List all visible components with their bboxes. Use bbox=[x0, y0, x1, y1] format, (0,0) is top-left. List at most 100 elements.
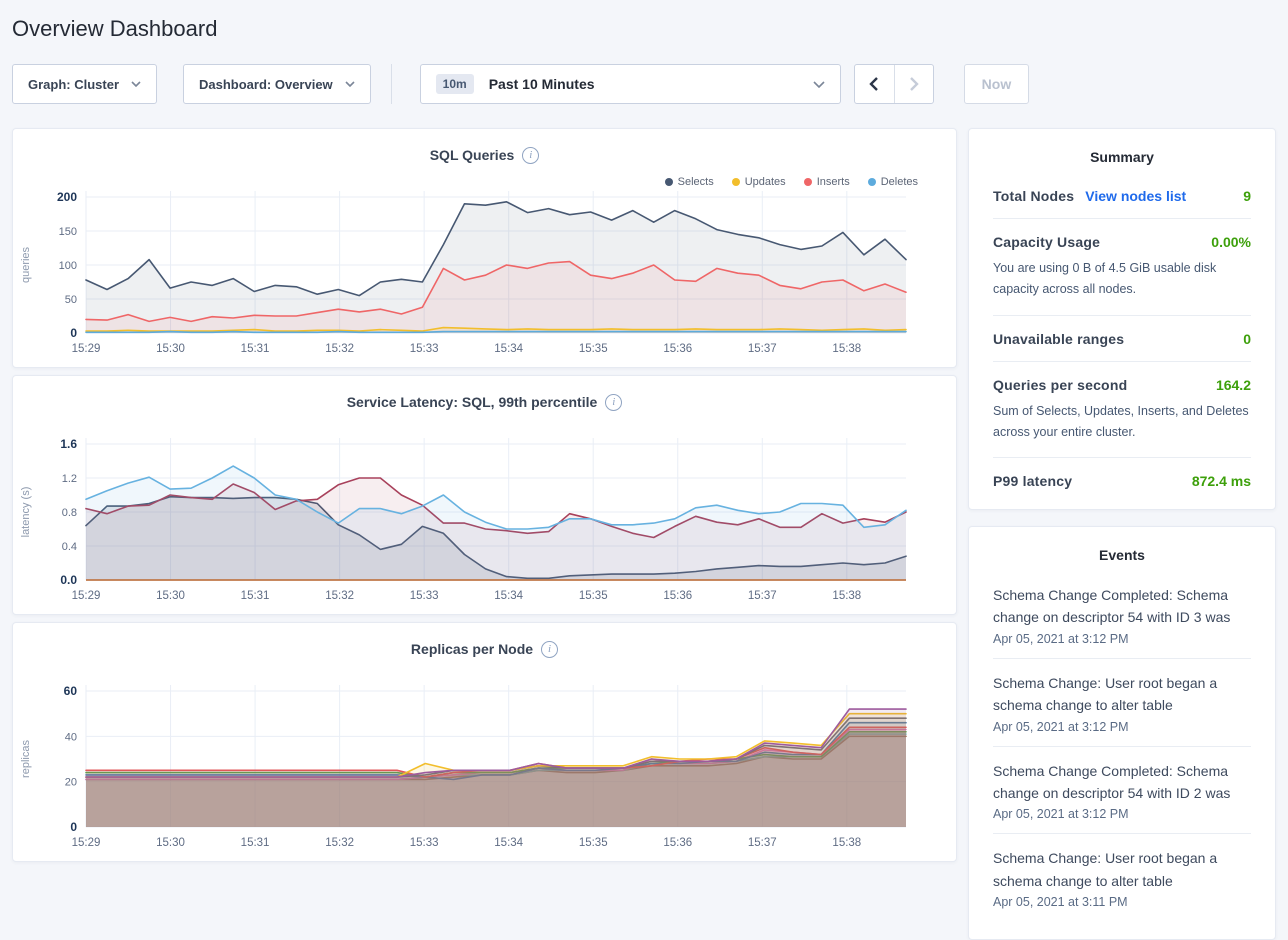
svg-text:15:33: 15:33 bbox=[410, 343, 439, 355]
summary-value: 164.2 bbox=[1215, 376, 1251, 393]
service-latency-chart[interactable]: 15:29 15:30 15:31 15:32 15:33 15:34 15:35 15:36… bbox=[13, 432, 956, 616]
svg-text:15:33: 15:33 bbox=[410, 590, 439, 602]
event-item[interactable]: Schema Change Completed: Schema change o… bbox=[993, 747, 1251, 835]
event-item[interactable]: Schema Change: User root began a schema … bbox=[993, 659, 1251, 747]
chart-panel-replicas-per-node: Replicas per Node i 15:29 15:30 15:31 15:32… bbox=[12, 622, 957, 862]
summary-row-capacity-usage: Capacity Usage 0.00% You are using 0 B o… bbox=[993, 219, 1251, 316]
event-item[interactable]: Schema Change: User root began a schema … bbox=[993, 834, 1251, 921]
summary-label: P99 latency bbox=[993, 473, 1073, 489]
graph-dropdown[interactable]: Graph: Cluster bbox=[12, 64, 158, 104]
svg-text:100: 100 bbox=[59, 260, 77, 272]
replicas-per-node-chart[interactable]: 15:29 15:30 15:31 15:32 15:33 15:34 15:35 15:36… bbox=[13, 679, 956, 863]
chart-title-row: Service Latency: SQL, 99th percentile i bbox=[13, 392, 956, 412]
svg-text:15:37: 15:37 bbox=[748, 590, 777, 602]
chart-panel-service-latency: Service Latency: SQL, 99th percentile i … bbox=[12, 375, 957, 615]
summary-label: Queries per second bbox=[993, 376, 1128, 393]
time-back-button[interactable] bbox=[855, 65, 894, 103]
svg-text:latency (s): latency (s) bbox=[20, 487, 32, 538]
summary-row-queries-per-second: Queries per second 164.2 Sum of Selects,… bbox=[993, 362, 1251, 458]
svg-text:150: 150 bbox=[59, 226, 77, 238]
chevron-left-icon bbox=[869, 77, 879, 91]
svg-text:15:38: 15:38 bbox=[832, 343, 861, 355]
time-range-badge: 10m bbox=[435, 74, 474, 94]
svg-text:50: 50 bbox=[65, 294, 77, 306]
svg-text:15:38: 15:38 bbox=[832, 837, 861, 849]
legend-item[interactable]: Selects bbox=[664, 176, 714, 188]
svg-text:40: 40 bbox=[65, 731, 77, 743]
legend-dot-icon bbox=[867, 178, 876, 186]
svg-text:15:34: 15:34 bbox=[494, 590, 523, 602]
time-forward-button[interactable] bbox=[893, 65, 933, 103]
info-icon[interactable]: i bbox=[605, 393, 623, 411]
summary-row-unavailable-ranges: Unavailable ranges 0 bbox=[993, 316, 1251, 362]
svg-text:15:29: 15:29 bbox=[72, 343, 101, 355]
chart-legend: Selects Updates Inserts Deletes bbox=[664, 176, 918, 188]
svg-text:15:30: 15:30 bbox=[156, 343, 185, 355]
svg-text:0.4: 0.4 bbox=[62, 541, 77, 553]
svg-text:15:37: 15:37 bbox=[748, 837, 777, 849]
summary-row-p99-latency: P99 latency 872.4 ms bbox=[993, 458, 1251, 503]
charts-column: SQL Queries i Selects Updates Inserts Delet… bbox=[12, 128, 957, 862]
svg-text:15:31: 15:31 bbox=[241, 590, 270, 602]
chart-title: Replicas per Node bbox=[410, 641, 534, 657]
summary-label: Total Nodes bbox=[993, 188, 1075, 204]
svg-text:15:37: 15:37 bbox=[748, 343, 777, 355]
svg-text:15:35: 15:35 bbox=[579, 343, 608, 355]
svg-text:15:30: 15:30 bbox=[156, 837, 185, 849]
summary-title: Summary bbox=[1090, 149, 1154, 165]
legend-item[interactable]: Updates bbox=[731, 176, 786, 188]
summary-value: 0.00% bbox=[1211, 234, 1251, 250]
svg-text:0: 0 bbox=[70, 820, 77, 834]
event-timestamp: Apr 05, 2021 at 3:11 PM bbox=[993, 895, 1128, 910]
svg-text:15:36: 15:36 bbox=[663, 590, 692, 602]
svg-text:15:33: 15:33 bbox=[410, 837, 439, 849]
info-icon[interactable]: i bbox=[541, 640, 559, 658]
sql-queries-chart[interactable]: 15:29 15:30 15:31 15:32 15:33 15:34 15:35 15:36… bbox=[13, 185, 956, 369]
chart-title: Service Latency: SQL, 99th percentile bbox=[346, 394, 598, 410]
dashboard-dropdown[interactable]: Dashboard: Overview bbox=[183, 64, 371, 104]
svg-text:15:34: 15:34 bbox=[494, 343, 523, 355]
svg-text:0.8: 0.8 bbox=[62, 507, 77, 519]
chevron-down-icon bbox=[813, 80, 825, 88]
event-timestamp: Apr 05, 2021 at 3:12 PM bbox=[993, 719, 1129, 734]
summary-value: 9 bbox=[1243, 188, 1251, 204]
toolbar: Graph: Cluster Dashboard: Overview 10m P… bbox=[12, 64, 1276, 104]
now-button[interactable]: Now bbox=[963, 64, 1030, 104]
svg-text:15:31: 15:31 bbox=[241, 343, 270, 355]
view-nodes-list-link[interactable]: View nodes list bbox=[1085, 188, 1187, 204]
legend-item[interactable]: Deletes bbox=[867, 176, 918, 188]
chevron-down-icon bbox=[345, 81, 355, 87]
page-title: Overview Dashboard bbox=[12, 16, 218, 41]
event-text: Schema Change Completed: Schema change o… bbox=[993, 762, 1231, 801]
time-range-selector[interactable]: 10m Past 10 Minutes bbox=[419, 64, 841, 104]
legend-item[interactable]: Inserts bbox=[803, 176, 850, 188]
legend-dot-icon bbox=[731, 178, 740, 186]
event-timestamp: Apr 05, 2021 at 3:12 PM bbox=[993, 807, 1129, 822]
svg-text:queries: queries bbox=[20, 246, 32, 283]
event-item[interactable]: Schema Change Completed: Schema change o… bbox=[993, 571, 1251, 659]
dashboard-dropdown-label: Dashboard: Overview bbox=[199, 76, 333, 92]
svg-text:15:36: 15:36 bbox=[663, 343, 692, 355]
events-title: Events bbox=[1099, 547, 1145, 563]
sidebar: Summary Total Nodes View nodes list 9 Ca… bbox=[968, 128, 1276, 940]
chevron-down-icon bbox=[131, 81, 141, 87]
summary-description: Sum of Selects, Updates, Inserts, and De… bbox=[993, 403, 1249, 439]
summary-description: You are using 0 B of 4.5 GiB usable disk… bbox=[993, 261, 1217, 297]
summary-row-total-nodes: Total Nodes View nodes list 9 bbox=[993, 173, 1251, 219]
svg-text:15:36: 15:36 bbox=[663, 837, 692, 849]
info-icon[interactable]: i bbox=[522, 146, 540, 164]
event-text: Schema Change: User root began a schema … bbox=[993, 850, 1218, 889]
svg-text:15:34: 15:34 bbox=[494, 837, 523, 849]
svg-text:15:35: 15:35 bbox=[579, 590, 608, 602]
time-step-buttons bbox=[853, 64, 934, 104]
svg-text:0: 0 bbox=[70, 326, 77, 340]
svg-text:15:29: 15:29 bbox=[72, 837, 101, 849]
summary-label: Unavailable ranges bbox=[993, 330, 1125, 347]
svg-text:15:35: 15:35 bbox=[579, 837, 608, 849]
main-content: SQL Queries i Selects Updates Inserts Delet… bbox=[0, 128, 1288, 940]
time-range-label: Past 10 Minutes bbox=[488, 76, 595, 92]
chevron-right-icon bbox=[909, 77, 919, 91]
event-timestamp: Apr 05, 2021 at 3:12 PM bbox=[993, 631, 1129, 646]
svg-text:15:30: 15:30 bbox=[156, 590, 185, 602]
legend-dot-icon bbox=[664, 178, 673, 186]
